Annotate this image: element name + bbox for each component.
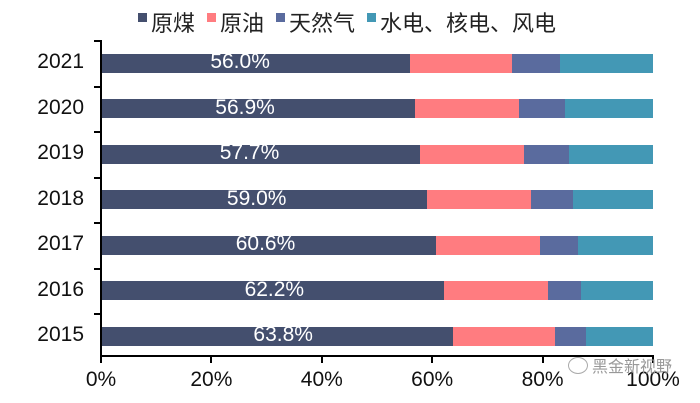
y-tick [94, 131, 101, 133]
y-tick-label: 2018 [37, 186, 84, 210]
bar-segment [426, 190, 531, 209]
bar-2015 [101, 326, 653, 346]
legend-item-gas: 天然气 [276, 6, 355, 38]
bar-2019 [101, 144, 653, 164]
legend-label: 天然气 [289, 12, 356, 37]
bar-2018 [101, 190, 653, 209]
y-tick-label: 2017 [37, 232, 84, 255]
y-tick [94, 85, 101, 88]
bar-segment [530, 190, 573, 209]
bar-segment [101, 53, 411, 73]
data-label: 59.0% [226, 186, 287, 210]
bar-2016 [101, 281, 653, 300]
y-tick [94, 267, 101, 270]
x-tick [652, 355, 654, 363]
x-tick-label: 0% [85, 368, 117, 391]
legend-swatch [276, 12, 286, 22]
x-tick [431, 355, 434, 363]
watermark-text: 黑金新视野 [592, 357, 673, 376]
bar-2020 [101, 99, 653, 118]
x-tick [100, 355, 102, 363]
legend-item-oil: 原油 [207, 6, 264, 38]
bar-segment [101, 190, 427, 209]
legend-label: 原煤 [151, 12, 196, 37]
y-axis [100, 40, 102, 356]
bar-segment [101, 144, 420, 164]
bar-segment [101, 235, 436, 255]
bar-segment [548, 281, 582, 300]
data-label: 62.2% [244, 277, 305, 301]
bar-2021 [101, 53, 653, 73]
bar-segment [410, 53, 513, 73]
bar-segment [524, 144, 569, 164]
y-tick [94, 40, 101, 42]
bar-segment [453, 326, 555, 346]
bar-segment [564, 99, 653, 118]
legend-label: 原油 [220, 12, 265, 37]
y-tick-label: 2016 [37, 277, 84, 301]
bar-segment [539, 235, 578, 255]
bar-segment [518, 99, 565, 118]
y-tick [94, 313, 101, 315]
legend-swatch [138, 12, 147, 22]
bar-segment [568, 144, 653, 164]
y-tick-label: 2019 [37, 141, 84, 164]
bar-segment [554, 326, 587, 346]
watermark: 黑金新视野 [568, 353, 672, 377]
bar-segment [572, 190, 653, 209]
x-tick [541, 355, 544, 363]
legend-label: 水电、核电、风电 [380, 12, 557, 37]
data-label: 57.7% [219, 141, 280, 164]
y-tick-label: 2020 [37, 95, 84, 119]
x-tick-label: 60% [411, 368, 454, 391]
legend: 原煤 原油 天然气 水电、核电、风电 [138, 6, 568, 38]
x-tick-label: 40% [300, 368, 343, 391]
y-tick [94, 222, 101, 224]
x-axis [100, 355, 654, 357]
bar-segment [586, 326, 653, 346]
legend-item-renewable: 水电、核电、风电 [367, 6, 556, 38]
y-tick-label: 2021 [37, 50, 84, 73]
data-label: 56.9% [215, 95, 275, 119]
bar-segment [101, 281, 445, 300]
x-tick [320, 355, 323, 363]
bar-segment [577, 235, 653, 255]
legend-item-coal: 原煤 [138, 6, 195, 38]
data-label: 56.0% [210, 50, 270, 73]
bar-segment [512, 53, 561, 73]
y-tick-label: 2015 [37, 323, 84, 346]
y-tick [94, 176, 101, 179]
data-label: 63.8% [253, 323, 313, 346]
bar-segment [101, 326, 454, 346]
x-tick-label: 80% [521, 368, 564, 391]
bar-segment [560, 53, 653, 73]
x-tick [210, 355, 213, 363]
legend-swatch [367, 12, 377, 22]
bar-segment [444, 281, 549, 300]
data-label: 60.6% [235, 232, 296, 255]
bar-segment [435, 235, 540, 255]
bar-2017 [101, 235, 653, 255]
wechat-icon [568, 356, 588, 374]
bar-segment [419, 144, 525, 164]
bar-segment [101, 99, 416, 118]
bar-segment [415, 99, 519, 118]
bar-segment [581, 281, 653, 300]
x-tick-label: 100% [626, 368, 680, 391]
x-tick-label: 20% [190, 368, 233, 391]
legend-swatch [207, 12, 217, 22]
